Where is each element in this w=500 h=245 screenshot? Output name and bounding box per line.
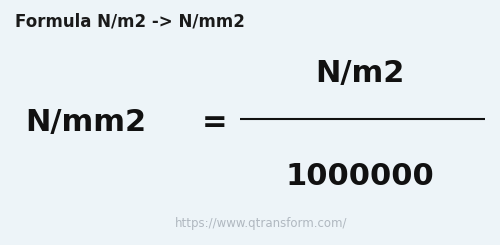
Text: =: = [202, 108, 228, 137]
Text: Formula N/m2 -> N/mm2: Formula N/m2 -> N/mm2 [15, 12, 245, 30]
Text: 1000000: 1000000 [286, 162, 434, 191]
Text: N/m2: N/m2 [316, 59, 404, 88]
Text: N/mm2: N/mm2 [25, 108, 146, 137]
Text: https://www.qtransform.com/: https://www.qtransform.com/ [175, 217, 348, 230]
